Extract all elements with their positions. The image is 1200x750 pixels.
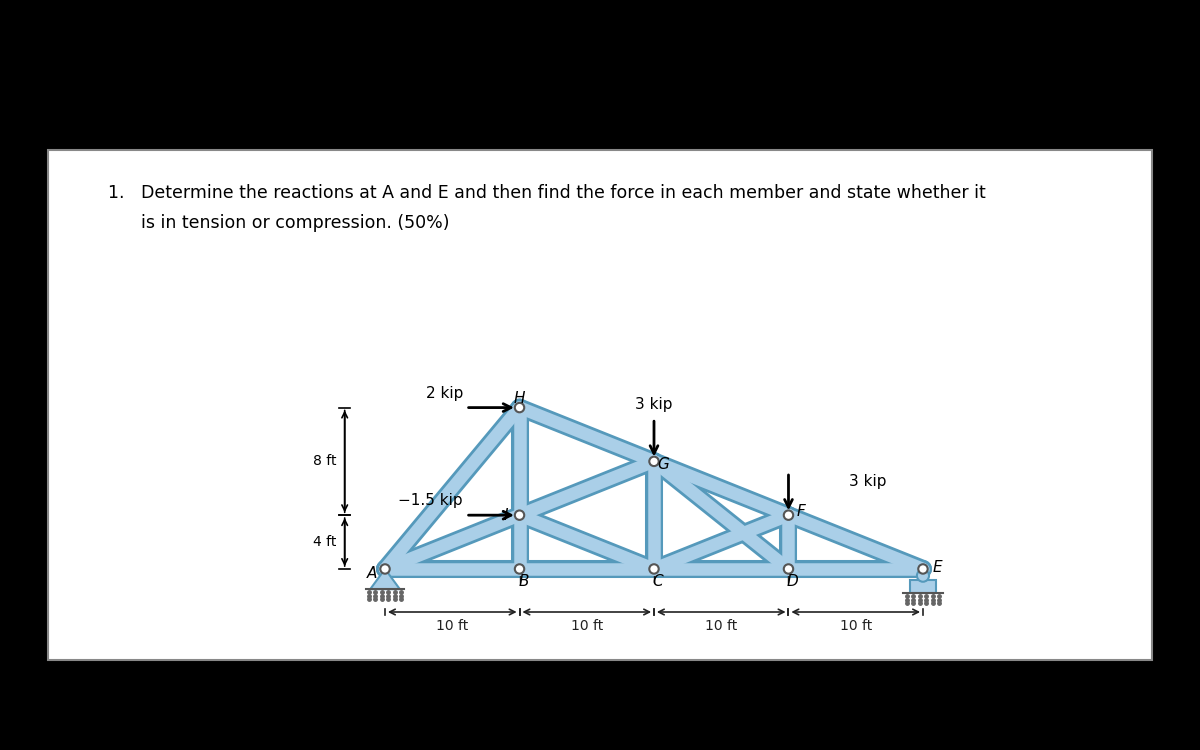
Text: A: A [366, 566, 377, 580]
Circle shape [784, 564, 793, 574]
Text: is in tension or compression. (50%): is in tension or compression. (50%) [108, 214, 450, 232]
Polygon shape [371, 569, 400, 590]
FancyBboxPatch shape [910, 580, 936, 593]
Text: I: I [504, 508, 509, 523]
Text: H: H [514, 391, 526, 406]
Text: 2 kip: 2 kip [426, 386, 463, 400]
Text: F: F [797, 504, 805, 519]
Text: 1.   Determine the reactions at A and E and then find the force in each member a: 1. Determine the reactions at A and E an… [108, 184, 985, 202]
Circle shape [649, 457, 659, 466]
Text: 10 ft: 10 ft [571, 620, 602, 634]
Text: −1.5 kip: −1.5 kip [398, 494, 463, 508]
Circle shape [515, 564, 524, 574]
Text: G: G [658, 457, 670, 472]
Circle shape [918, 564, 928, 574]
Circle shape [649, 564, 659, 574]
Text: C: C [653, 574, 664, 589]
Text: 4 ft: 4 ft [313, 535, 337, 549]
Text: 10 ft: 10 ft [436, 620, 468, 634]
Text: E: E [932, 560, 942, 575]
Text: D: D [787, 574, 798, 589]
Circle shape [784, 511, 793, 520]
Circle shape [380, 564, 390, 574]
Text: 8 ft: 8 ft [313, 454, 337, 469]
Text: 10 ft: 10 ft [840, 620, 872, 634]
Text: B: B [518, 574, 529, 589]
Circle shape [515, 403, 524, 412]
Circle shape [515, 511, 524, 520]
Circle shape [917, 570, 929, 582]
Text: 10 ft: 10 ft [706, 620, 737, 634]
Text: 3 kip: 3 kip [850, 474, 887, 489]
Text: 3 kip: 3 kip [635, 397, 673, 412]
